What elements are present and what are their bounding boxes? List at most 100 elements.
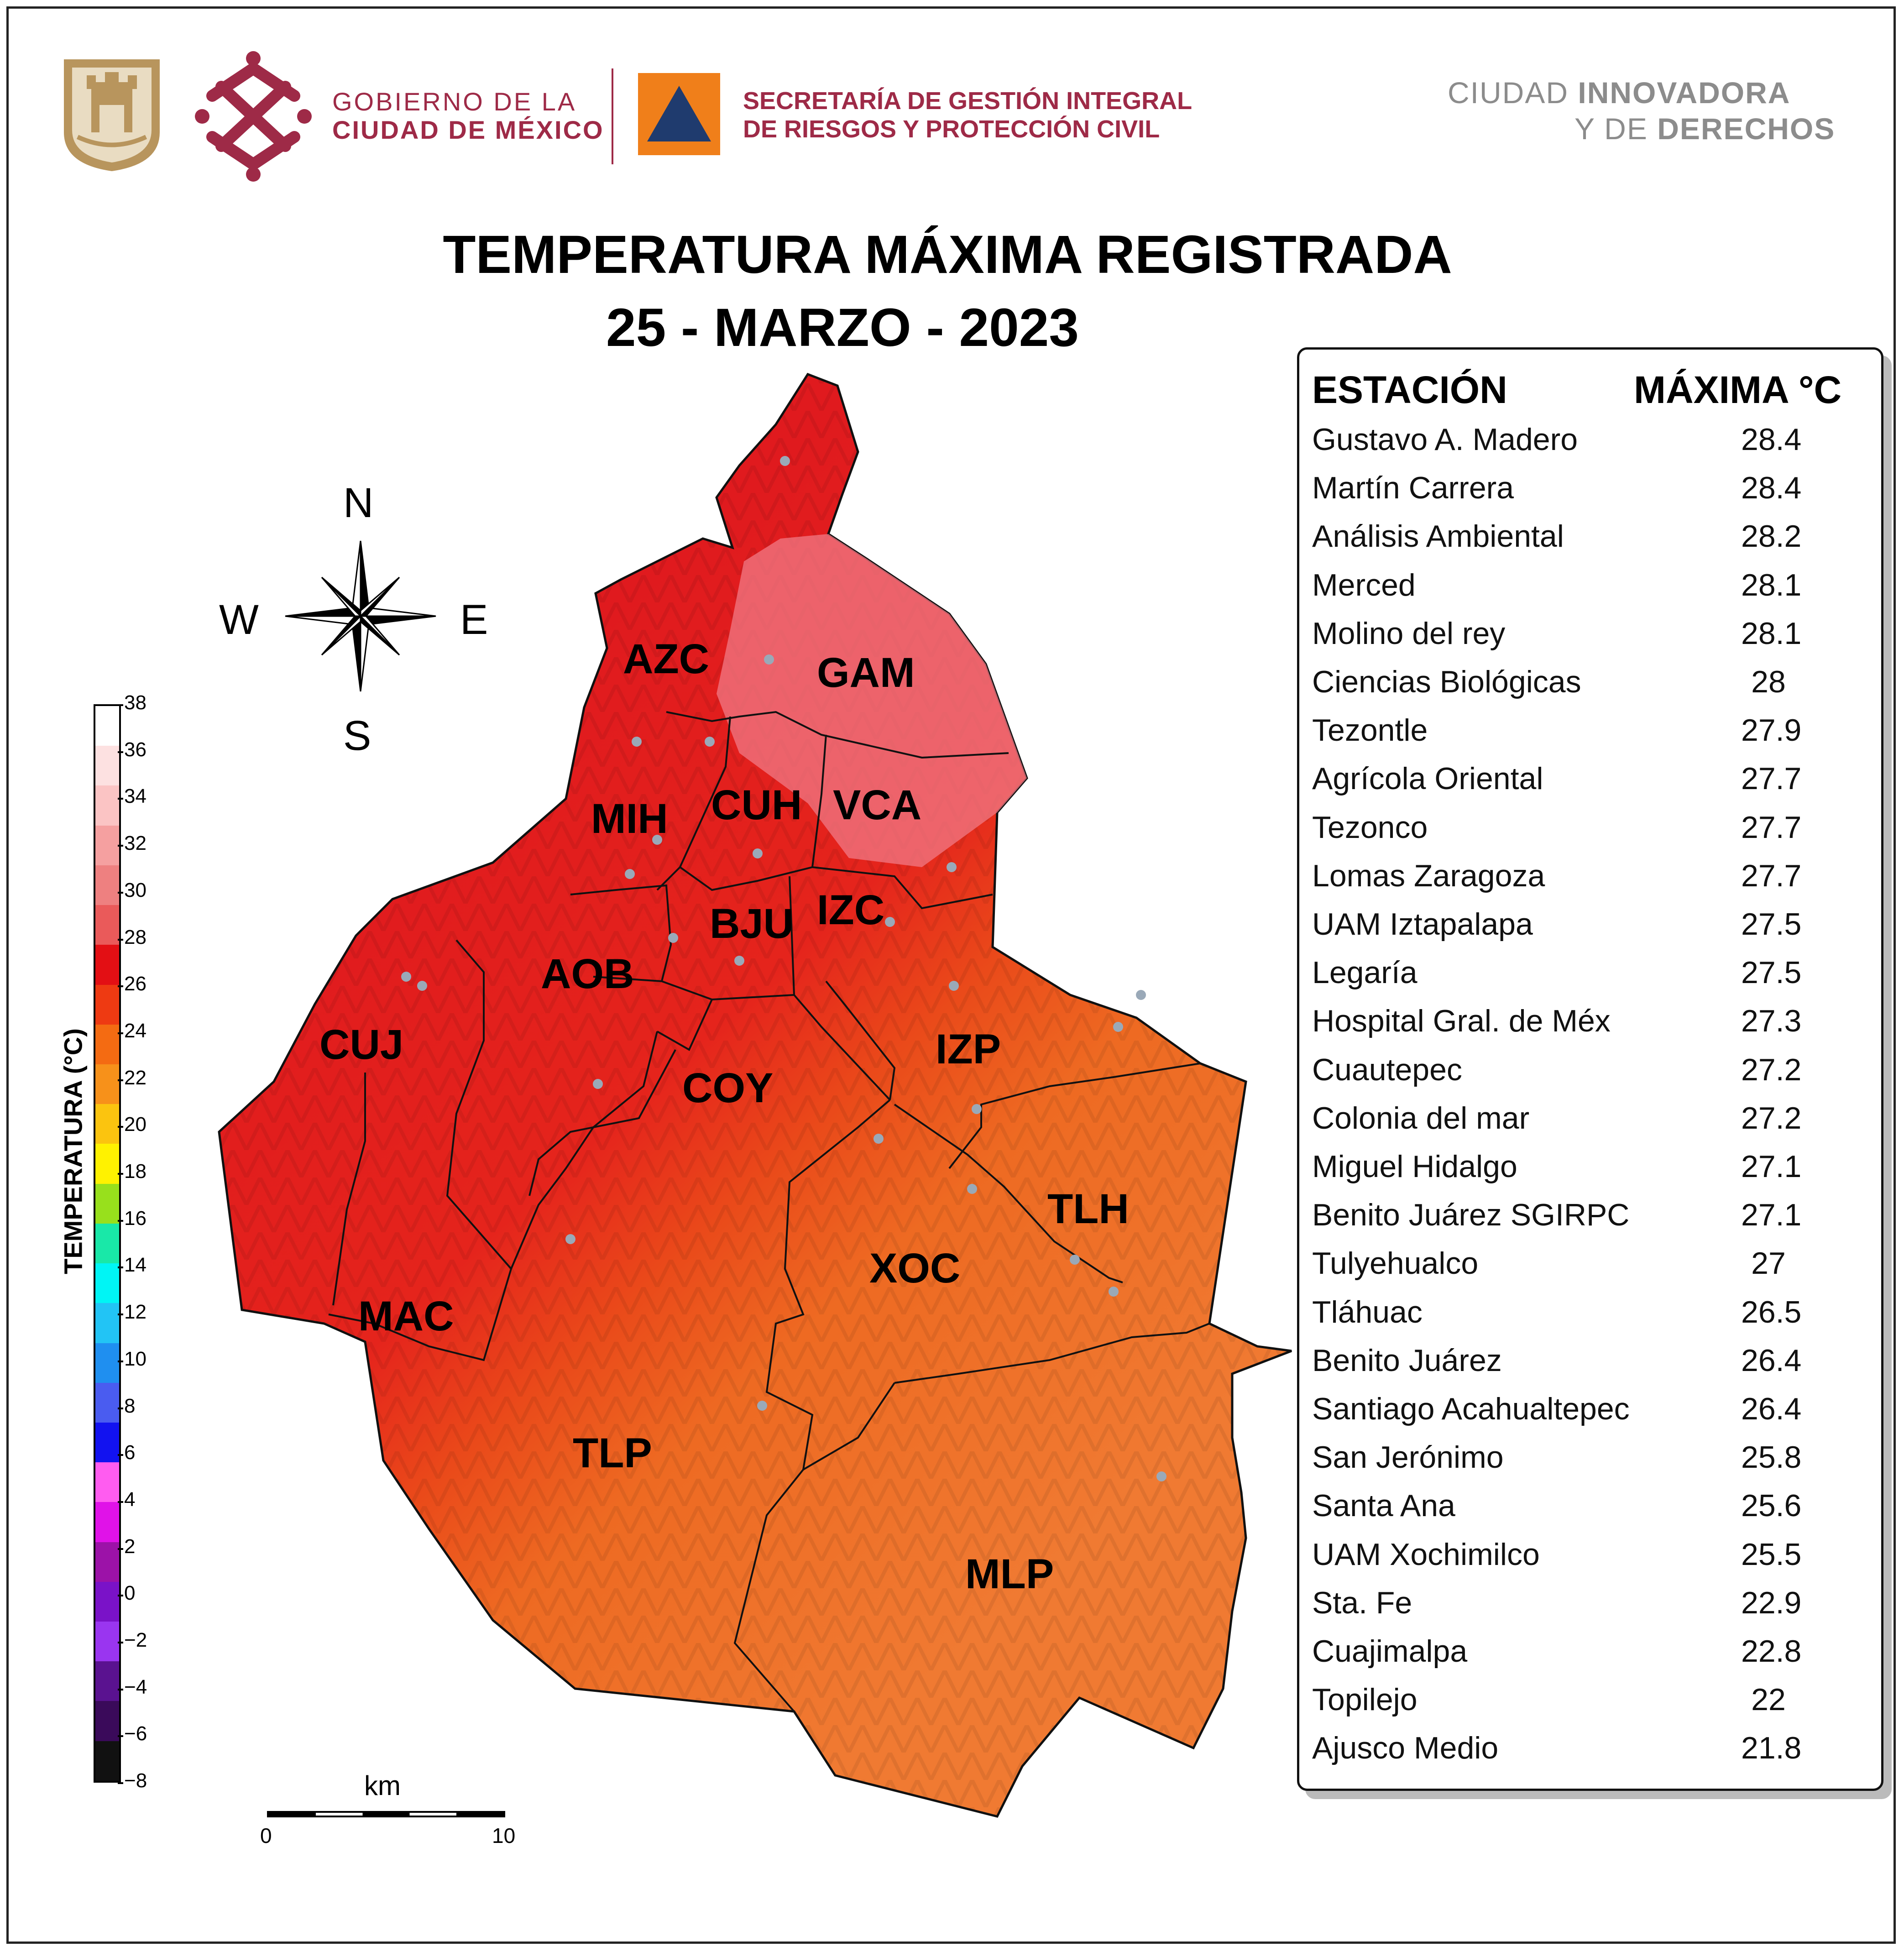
table-row: Martín Carrera 28.4: [1312, 470, 1869, 518]
colorbar-swatch: [95, 1343, 119, 1383]
colorbar-tick-label: 6: [124, 1441, 136, 1464]
station-max-temp: 27.2: [1741, 1052, 1802, 1087]
station-name: Santiago Acahualtepec: [1312, 1392, 1630, 1426]
station-dot: [1070, 1255, 1080, 1265]
colorbar-swatch: [95, 1223, 119, 1264]
station-name: Tezontle: [1312, 713, 1428, 748]
cdmx-seal-logo: [64, 59, 160, 171]
station-name: Gustavo A. Madero: [1312, 422, 1578, 457]
label-xoc: XOC: [869, 1245, 960, 1292]
compass-east-label: E: [460, 597, 488, 643]
table-row: UAM Xochimilco 25.5: [1312, 1537, 1869, 1585]
label-mlp: MLP: [965, 1551, 1054, 1597]
station-max-temp: 22: [1751, 1682, 1786, 1717]
station-name: Tezonco: [1312, 810, 1428, 845]
gov-name-line1: GOBIERNO DE LA: [332, 87, 577, 116]
slogan-word-innovadora: INNOVADORA: [1578, 76, 1791, 110]
colorbar-tick-mark: [118, 1219, 123, 1222]
table-row: Tláhuac 26.5: [1312, 1294, 1869, 1343]
station-max-temp: 21.8: [1741, 1731, 1802, 1766]
district-labels: GAM AZC MIH CUH VCA IZC BJU AOB CUJ IZP …: [319, 636, 1129, 1597]
station-max-temp: 27: [1751, 1246, 1786, 1281]
station-max-temp: 22.9: [1741, 1585, 1802, 1620]
colorbar-tick-mark: [118, 1642, 123, 1643]
gov-name-line2: CIUDAD DE MÉXICO: [332, 115, 604, 144]
station-max-temp: 27.3: [1741, 1004, 1802, 1039]
station-dot: [947, 862, 957, 872]
label-aob: AOB: [541, 951, 634, 997]
colorbar-swatch: [95, 785, 119, 826]
colorbar-swatch: [95, 1622, 119, 1662]
station-dot: [705, 737, 715, 747]
colorbar-tick-mark: [118, 1173, 123, 1175]
header-divider: [612, 68, 613, 164]
colorbar-tick-label: 34: [124, 785, 146, 808]
station-name: Molino del rey: [1312, 616, 1506, 651]
colorbar-tick-label: 24: [124, 1019, 146, 1042]
colorbar-swatch: [95, 1024, 119, 1064]
slogan-line1: CIUDAD INNOVADORA: [1448, 75, 1790, 110]
station-max-temp: 26.5: [1741, 1294, 1802, 1329]
colorbar-tick-label: 18: [124, 1160, 146, 1183]
table-row: Benito Juárez SGIRPC 27.1: [1312, 1197, 1869, 1246]
table-row: Hospital Gral. de Méx 27.3: [1312, 1003, 1869, 1052]
station-dot: [967, 1184, 977, 1194]
station-dot: [625, 869, 635, 879]
station-dot: [593, 1079, 603, 1089]
label-bju: BJU: [710, 900, 794, 947]
colorbar-swatch: [95, 1104, 119, 1144]
slogan-word-derechos: DERECHOS: [1657, 112, 1836, 146]
colorbar-swatch: [95, 1741, 119, 1781]
station-name: Ciencias Biológicas: [1312, 665, 1581, 699]
station-name: Miguel Hidalgo: [1312, 1149, 1517, 1184]
colorbar-tick-label: 0: [124, 1582, 136, 1605]
table-row: Tezonco 27.7: [1312, 810, 1869, 858]
district-boundaries: [328, 711, 1210, 1712]
table-row: Tulyehualco 27: [1312, 1246, 1869, 1294]
station-dot: [753, 848, 763, 858]
table-row: Colonia del mar 27.2: [1312, 1100, 1869, 1149]
table-row: Miguel Hidalgo 27.1: [1312, 1149, 1869, 1197]
colorbar-swatch: [95, 1581, 119, 1622]
station-name: UAM Xochimilco: [1312, 1537, 1540, 1572]
colorbar-tick-label: 14: [124, 1254, 146, 1277]
colorbar-tick-mark: [118, 1735, 123, 1737]
gam-warm-zone: [717, 534, 1027, 867]
scale-unit: km: [364, 1770, 401, 1801]
station-name: Hospital Gral. de Méx: [1312, 1004, 1611, 1039]
colorbar-swatch: [95, 1422, 119, 1463]
colorbar-tick-mark: [118, 1407, 123, 1409]
station-dot: [417, 981, 427, 991]
compass-star-icon: [285, 540, 436, 692]
colorbar-tick-mark: [118, 1688, 123, 1690]
table-row: Santa Ana 25.6: [1312, 1488, 1869, 1536]
colorbar-tick-label: 4: [124, 1488, 136, 1511]
colorbar-tick-mark: [118, 1079, 123, 1081]
station-name: Cuajimalpa: [1312, 1634, 1468, 1669]
colorbar-tick-mark: [118, 891, 123, 894]
station-name: UAM Iztapalapa: [1312, 907, 1533, 942]
station-max-temp: 28.2: [1741, 519, 1802, 554]
label-mih: MIH: [591, 795, 668, 842]
station-name: San Jerónimo: [1312, 1440, 1504, 1475]
station-name: Merced: [1312, 567, 1416, 602]
colorbar-swatch: [95, 1263, 119, 1303]
station-dot: [668, 933, 678, 943]
colorbar-swatch: [95, 1064, 119, 1104]
station-dot: [565, 1234, 575, 1244]
station-max-temp: 27.9: [1741, 713, 1802, 748]
table-row: Merced 28.1: [1312, 567, 1869, 616]
station-dot: [401, 972, 411, 982]
station-dot: [757, 1401, 767, 1411]
station-max-temp: 27.2: [1741, 1100, 1802, 1136]
colorbar-swatch: [95, 984, 119, 1025]
compass-north-label: N: [343, 480, 374, 526]
table-row: Análisis Ambiental 28.2: [1312, 518, 1869, 567]
station-max-temp: 27.1: [1741, 1149, 1802, 1184]
station-max-temp: 28.1: [1741, 567, 1802, 602]
station-name: Benito Juárez: [1312, 1343, 1502, 1378]
table-row: UAM Iztapalapa 27.5: [1312, 906, 1869, 955]
colorbar-swatch: [95, 746, 119, 786]
station-dot: [972, 1104, 982, 1114]
